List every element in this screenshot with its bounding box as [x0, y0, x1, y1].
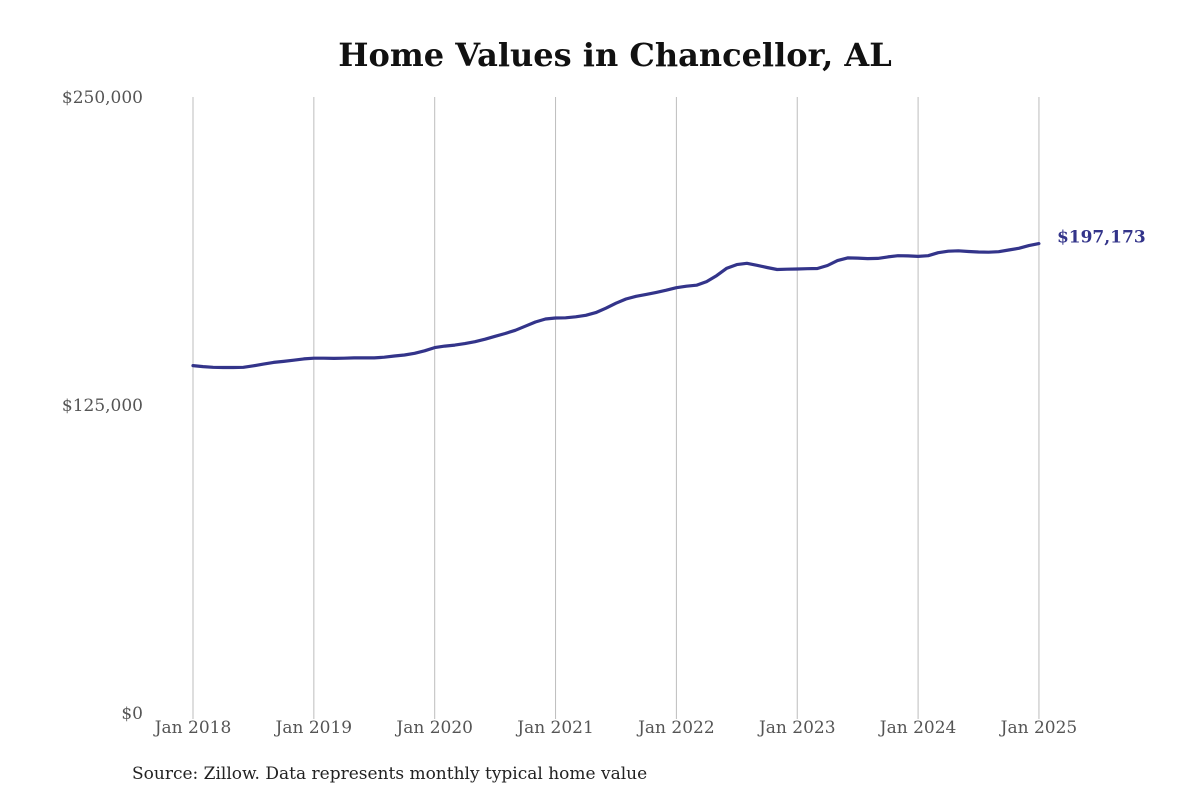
x-tick-label: Jan 2023 [757, 718, 836, 738]
y-axis-ticks: $0 $125,000 $250,000 [62, 88, 143, 724]
x-axis-ticks: Jan 2018 Jan 2019 Jan 2020 Jan 2021 Jan 2022… [153, 718, 1078, 738]
x-tick-label: Jan 2019 [274, 718, 353, 738]
end-value-label: $197,173 [1057, 228, 1146, 248]
x-tick-label: Jan 2018 [153, 718, 232, 738]
x-tick-label: Jan 2025 [999, 718, 1078, 738]
x-tick-label: Jan 2024 [878, 718, 957, 738]
gridlines [192, 97, 1040, 719]
chart-title: Home Values in Chancellor, AL [338, 36, 892, 74]
y-tick-label: $125,000 [62, 396, 143, 416]
series-line [191, 242, 1041, 370]
source-note: Source: Zillow. Data represents monthly … [132, 764, 648, 784]
x-tick-label: Jan 2020 [394, 718, 473, 738]
y-tick-label: $0 [121, 704, 143, 724]
series-layer: $197,173 [191, 228, 1146, 370]
y-tick-label: $250,000 [62, 88, 143, 108]
x-tick-label: Jan 2022 [636, 718, 715, 738]
x-tick-label: Jan 2021 [515, 718, 594, 738]
